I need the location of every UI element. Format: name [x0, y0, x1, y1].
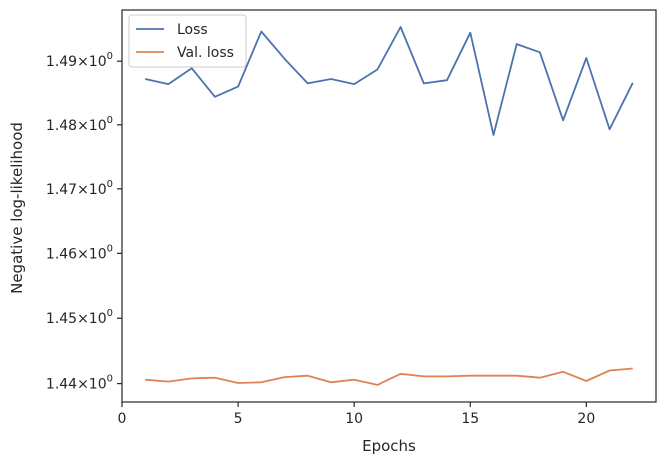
series-layer	[145, 26, 634, 386]
x-axis-title: Epochs	[362, 437, 416, 455]
y-tick-label: 1.47×100	[46, 179, 113, 198]
y-tick-mantissa: 1.44	[46, 377, 77, 393]
y-tick-times: ×10	[77, 246, 107, 262]
legend-label-0: Loss	[177, 22, 208, 38]
y-tick-label: 1.48×100	[46, 115, 113, 134]
y-tick-exponent: 0	[107, 115, 113, 126]
series-line-0	[145, 26, 634, 136]
x-tick-label: 5	[234, 411, 243, 427]
y-tick-mantissa: 1.49	[46, 54, 77, 70]
y-tick-exponent: 0	[107, 179, 113, 190]
y-tick-label: 1.44×100	[46, 374, 113, 393]
x-tick-label: 0	[118, 411, 127, 427]
y-tick-exponent: 0	[107, 243, 113, 254]
x-tick-label: 15	[461, 411, 479, 427]
legend-frame	[128, 14, 247, 68]
y-tick-mantissa: 1.45	[46, 311, 77, 327]
y-tick-exponent: 0	[107, 51, 113, 62]
y-tick-label: 1.45×100	[46, 308, 113, 327]
y-tick-times: ×10	[77, 118, 107, 134]
x-axis-ticks: 0 5 10 15 20	[118, 402, 595, 427]
y-tick-times: ×10	[77, 311, 107, 327]
y-tick-label: 1.49×100	[46, 51, 113, 70]
y-tick-times: ×10	[77, 377, 107, 393]
legend-label-1: Val. loss	[177, 45, 234, 61]
y-axis-title: Negative log-likelihood	[8, 122, 26, 294]
y-tick-exponent: 0	[107, 308, 113, 319]
y-axis-ticks: 1.44×1001.45×1001.46×1001.47×1001.48×100…	[46, 51, 122, 393]
y-tick-times: ×10	[77, 182, 107, 198]
x-tick-label: 20	[577, 411, 595, 427]
plot-area	[121, 9, 657, 403]
series-line-1	[145, 367, 633, 386]
y-tick-mantissa: 1.46	[46, 246, 77, 262]
y-tick-exponent: 0	[107, 374, 113, 385]
legend: Loss Val. loss	[128, 14, 247, 68]
y-tick-label: 1.46×100	[46, 243, 113, 262]
y-tick-mantissa: 1.48	[46, 118, 77, 134]
x-tick-label: 10	[345, 411, 363, 427]
y-tick-times: ×10	[77, 54, 107, 70]
y-tick-mantissa: 1.47	[46, 182, 77, 198]
